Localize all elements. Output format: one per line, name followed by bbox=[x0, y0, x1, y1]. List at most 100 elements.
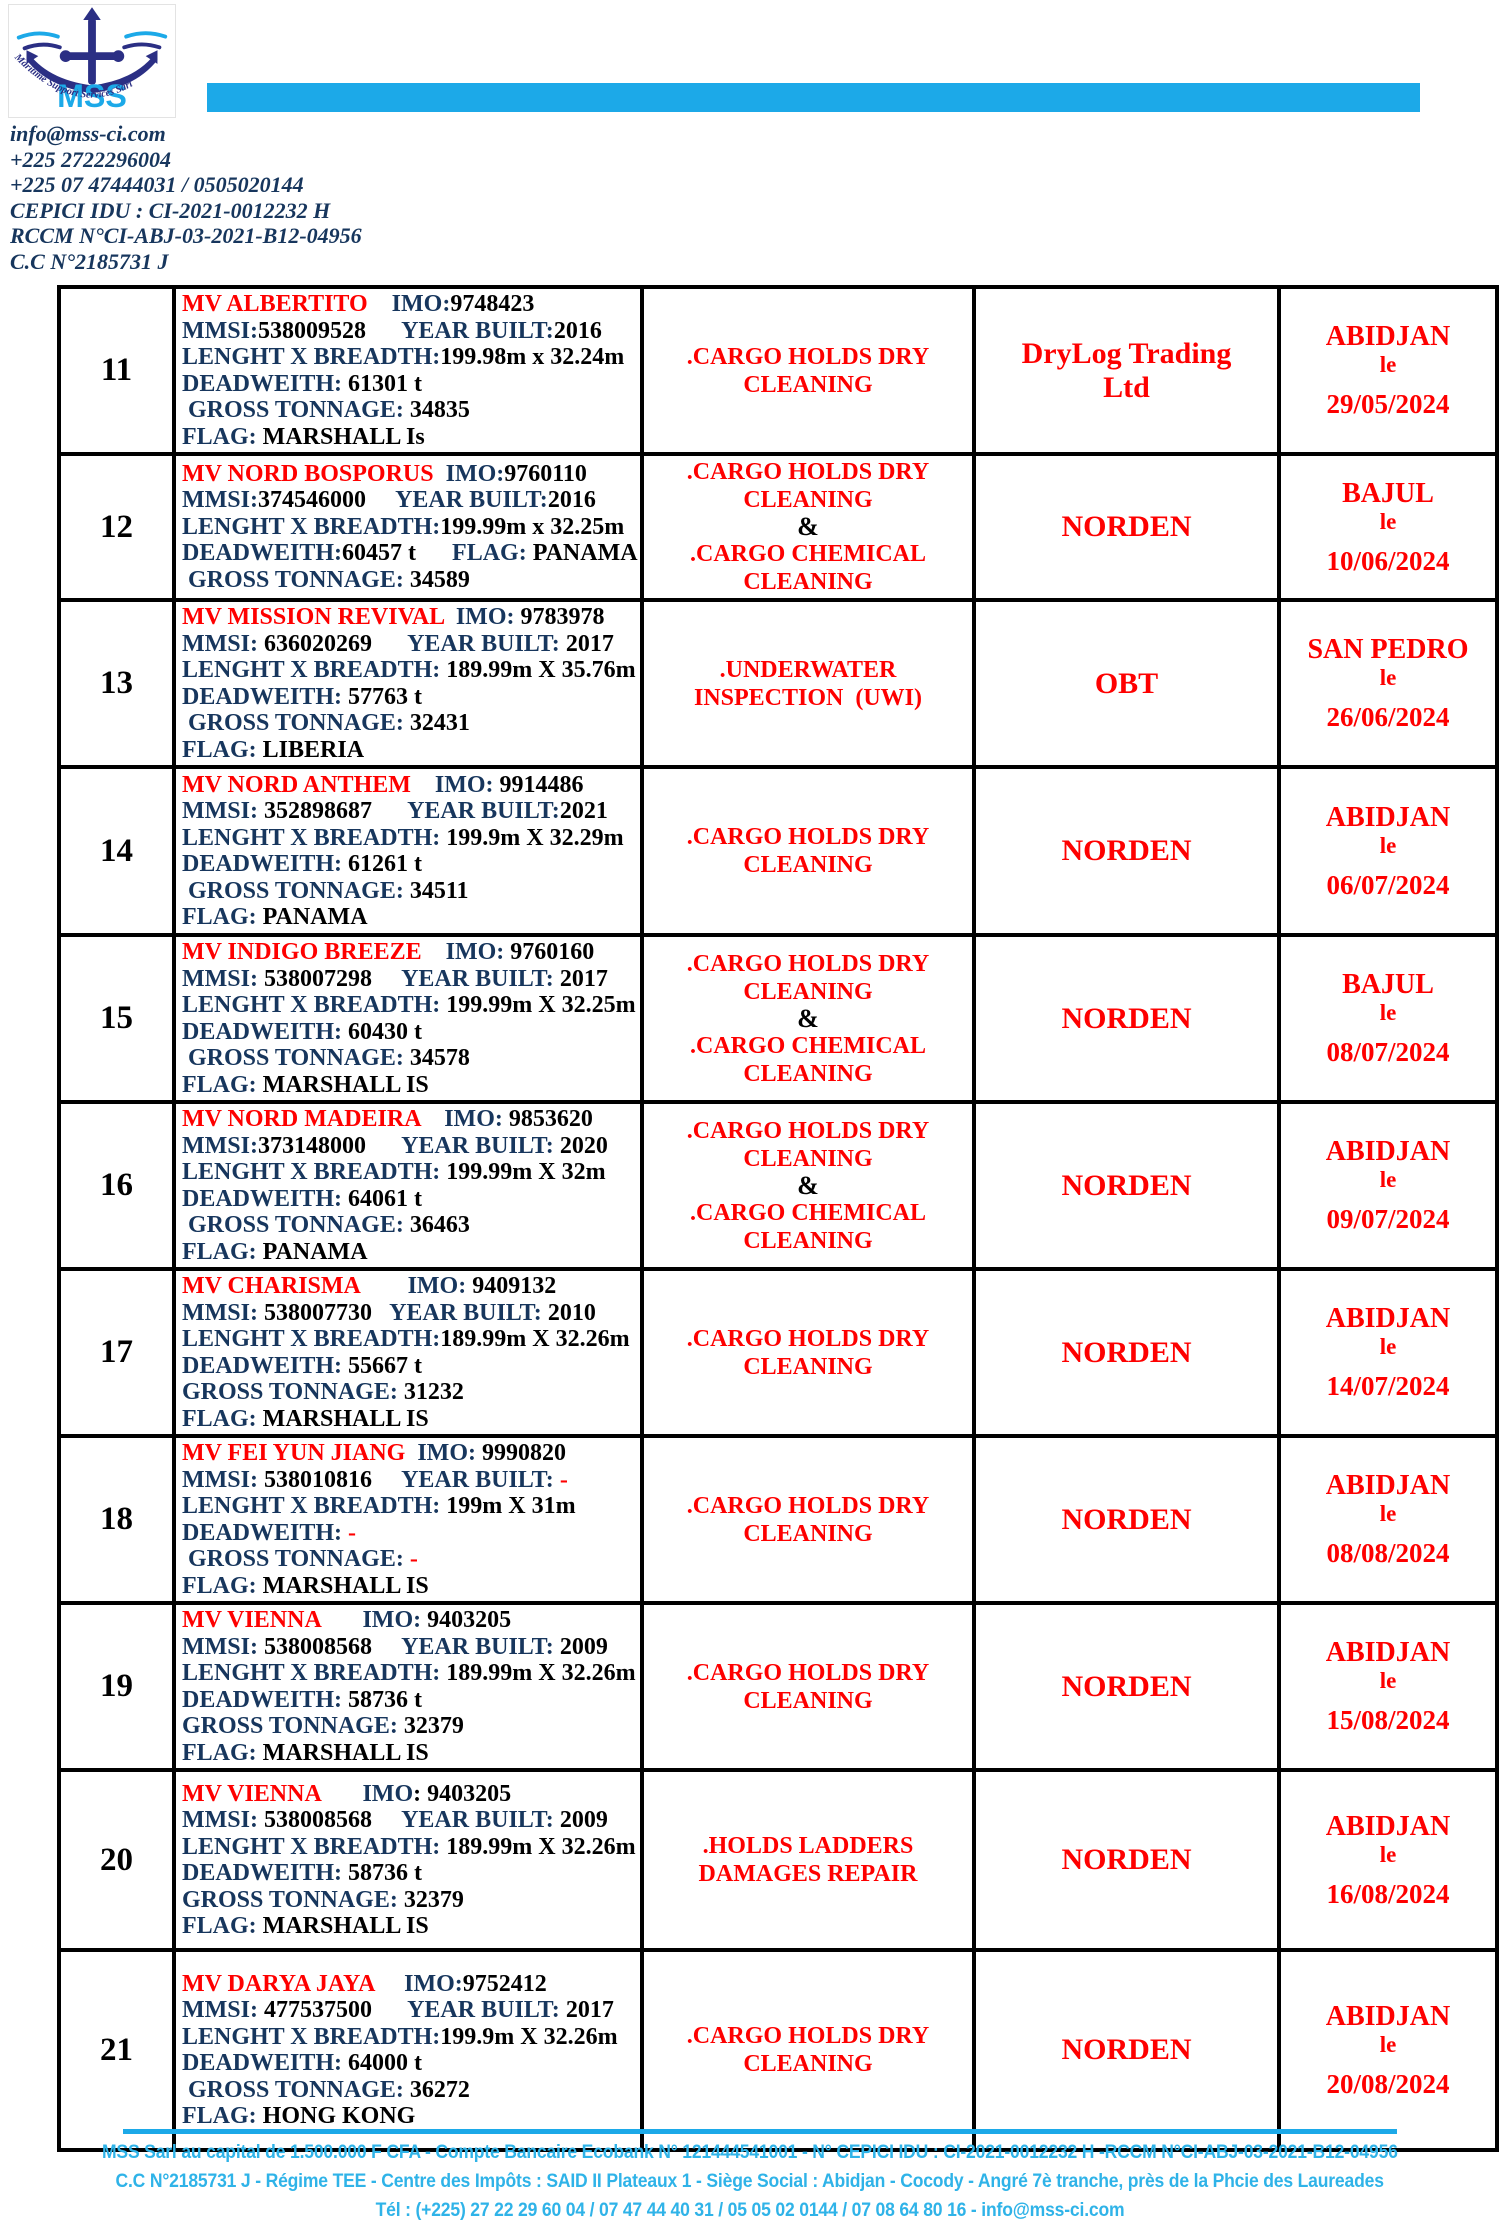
vessel-detail-line: DEADWEITH: 64061 t bbox=[182, 1185, 423, 1212]
vessel-detail-line: MMSI:538009528 YEAR BUILT:2016 bbox=[182, 317, 602, 344]
vessel-detail-line: MV ALBERTITO IMO:9748423 bbox=[182, 291, 535, 317]
place-city: SAN PEDRO bbox=[1307, 634, 1469, 665]
client-cell: NORDEN bbox=[972, 1601, 1281, 1772]
client-name: NORDEN bbox=[1061, 1502, 1192, 1536]
vessel-detail-line: FLAG: LIBERIA bbox=[182, 736, 365, 763]
vessel-detail-line: MV DARYA JAYA IMO:9752412 bbox=[182, 1970, 547, 1997]
vessel-details-cell: MV CHARISMA IMO: 9409132 MMSI: 538007730 … bbox=[172, 1267, 644, 1438]
vessel-detail-line: GROSS TONNAGE: 34589 bbox=[182, 566, 470, 593]
service-line: CLEANING bbox=[743, 2051, 873, 2077]
vessel-detail-line: FLAG: HONG KONG bbox=[182, 2103, 416, 2129]
client-name: NORDEN bbox=[1061, 1843, 1192, 1876]
vessel-details-cell: MV FEI YUN JIANG IMO: 9990820 MMSI: 53801… bbox=[172, 1434, 644, 1605]
place-date-cell: ABIDJAN le 14/07/2024 bbox=[1277, 1267, 1499, 1438]
service-line: CLEANING bbox=[743, 1353, 873, 1380]
vessel-detail-line: FLAG: MARSHALL IS bbox=[182, 1572, 429, 1599]
vessel-detail-line: MV CHARISMA IMO: 9409132 bbox=[182, 1273, 557, 1299]
row-number-cell: 16 bbox=[57, 1100, 176, 1271]
vessel-detail-line: GROSS TONNAGE: 32379 bbox=[182, 1713, 464, 1739]
vessel-detail-line: FLAG: PANAMA bbox=[182, 904, 368, 930]
client-name: NORDEN bbox=[1061, 1669, 1192, 1703]
place-date-cell: BAJUL le 08/07/2024 bbox=[1277, 933, 1499, 1104]
footer-rule bbox=[123, 2129, 1397, 2134]
service-line: DAMAGES REPAIR bbox=[698, 1861, 918, 1887]
table-row-11: 11 MV ALBERTITO IMO:9748423 MMSI:538009528… bbox=[57, 285, 1499, 456]
place-city: ABIDJAN bbox=[1325, 1637, 1451, 1668]
service-line: .CARGO HOLDS DRY bbox=[686, 1492, 930, 1519]
client-cell: NORDEN bbox=[972, 1267, 1281, 1438]
vessel-detail-line: MV MISSION REVIVAL IMO: 9783978 bbox=[182, 604, 605, 630]
vessel-detail-line: MMSI: 477537500 YEAR BUILT: 2017 bbox=[182, 1997, 614, 2023]
vessel-detail-line: LENGHT X BREADTH: 189.99m X 32.26m bbox=[182, 1833, 636, 1860]
place-le: le bbox=[1379, 1668, 1397, 1693]
vessel-detail-line: DEADWEITH: 57763 t bbox=[182, 683, 423, 710]
place-le: le bbox=[1379, 1334, 1397, 1359]
place-date: 29/05/2024 bbox=[1326, 389, 1450, 419]
service-line: .CARGO CHEMICAL bbox=[689, 541, 926, 567]
place-le: le bbox=[1379, 665, 1397, 690]
vessel-detail-line: MMSI: 538008568 YEAR BUILT: 2009 bbox=[182, 1633, 608, 1660]
contact-line: info@mss-ci.com bbox=[10, 121, 166, 146]
client-name: DryLog Trading bbox=[1021, 336, 1232, 370]
vessel-details-cell: MV NORD BOSPORUS IMO:9760110 MMSI:3745460… bbox=[172, 452, 644, 602]
vessel-detail-line: DEADWEITH: 64000 t bbox=[182, 2050, 423, 2076]
client-cell: NORDEN bbox=[972, 1434, 1281, 1605]
place-le: le bbox=[1379, 1167, 1397, 1192]
vessel-detail-line: GROSS TONNAGE: 36272 bbox=[182, 2076, 470, 2103]
row-number-cell: 13 bbox=[57, 598, 176, 769]
vessel-detail-line: GROSS TONNAGE: 34835 bbox=[182, 397, 470, 423]
place-city: ABIDJAN bbox=[1325, 801, 1451, 833]
place-date-cell: BAJUL le 10/06/2024 bbox=[1277, 452, 1499, 602]
row-number-cell: 12 bbox=[57, 452, 176, 602]
vessel-details-cell: MV INDIGO BREEZE IMO: 9760160 MMSI: 53800… bbox=[172, 933, 644, 1104]
place-le: le bbox=[1379, 352, 1397, 377]
table-row-20: 20 MV VIENNA IMO: 9403205 MMSI: 538008568 … bbox=[57, 1768, 1499, 1952]
vessel-detail-line: LENGHT X BREADTH: 189.99m X 32.26m bbox=[182, 1660, 636, 1686]
place-date: 06/07/2024 bbox=[1326, 869, 1450, 900]
vessel-detail-line: FLAG: MARSHALL IS bbox=[182, 1405, 429, 1432]
vessel-detail-line: LENGHT X BREADTH: 199.99m X 32.25m bbox=[182, 992, 636, 1018]
place-city: ABIDJAN bbox=[1325, 1303, 1451, 1334]
client-cell: OBT bbox=[972, 598, 1281, 769]
place-city: ABIDJAN bbox=[1325, 2000, 1451, 2032]
vessel-detail-line: FLAG: MARSHALL IS bbox=[182, 1739, 429, 1766]
client-cell: NORDEN bbox=[972, 452, 1281, 602]
vessel-detail-line: FLAG: PANAMA bbox=[182, 1238, 368, 1265]
footer-line: Tél : (+225) 27 22 29 60 04 / 07 47 44 4… bbox=[375, 2199, 1125, 2221]
client-name: NORDEN bbox=[1061, 1001, 1192, 1035]
vessels-table: 11 MV ALBERTITO IMO:9748423 MMSI:538009528… bbox=[57, 285, 1499, 2152]
place-city: ABIDJAN bbox=[1325, 321, 1451, 352]
vessel-detail-line: MMSI: 538007730 YEAR BUILT: 2010 bbox=[182, 1299, 596, 1326]
contact-line: C.C N°2185731 J bbox=[10, 248, 169, 274]
service-line: INSPECTION (UWI) bbox=[693, 684, 923, 711]
vessel-detail-line: FLAG: MARSHALL IS bbox=[182, 1071, 429, 1098]
vessel-detail-line: MMSI:374546000 YEAR BUILT:2016 bbox=[182, 487, 596, 514]
vessel-details-cell: MV ALBERTITO IMO:9748423 MMSI:538009528 Y… bbox=[172, 285, 644, 456]
place-city: ABIDJAN bbox=[1325, 1136, 1451, 1167]
vessel-detail-line: GROSS TONNAGE: 34578 bbox=[182, 1045, 470, 1071]
row-number-cell: 14 bbox=[57, 765, 176, 937]
mss-logo: MSS Maritime Support Services Sarl bbox=[8, 4, 176, 118]
service-line: .CARGO HOLDS DRY bbox=[686, 459, 930, 485]
vessel-detail-line: FLAG: MARSHALL IS bbox=[182, 1913, 429, 1939]
place-city: BAJUL bbox=[1342, 969, 1434, 1000]
service-line: & bbox=[797, 1170, 819, 1200]
client-name: NORDEN bbox=[1061, 510, 1192, 543]
place-le: le bbox=[1379, 832, 1397, 858]
table-row-14: 14 MV NORD ANTHEM IMO: 9914486 MMSI: 35289… bbox=[57, 765, 1499, 937]
place-date-cell: ABIDJAN le 09/07/2024 bbox=[1277, 1100, 1499, 1271]
services-cell: .HOLDS LADDERS DAMAGES REPAIR bbox=[640, 1768, 976, 1952]
service-line: CLEANING bbox=[743, 371, 873, 398]
client-cell: NORDEN bbox=[972, 1948, 1281, 2152]
vessel-detail-line: MV NORD BOSPORUS IMO:9760110 bbox=[182, 460, 587, 487]
table-row-21: 21 MV DARYA JAYA IMO:9752412 MMSI: 4775375… bbox=[57, 1948, 1499, 2152]
place-date: 15/08/2024 bbox=[1326, 1705, 1450, 1735]
anchor-icon: MSS Maritime Support Services Sarl bbox=[11, 7, 168, 114]
vessel-detail-line: LENGHT X BREADTH: 199.9m X 32.29m bbox=[182, 824, 624, 851]
place-le: le bbox=[1379, 2031, 1397, 2057]
service-line: .CARGO HOLDS DRY bbox=[686, 824, 930, 850]
table-row-18: 18 MV FEI YUN JIANG IMO: 9990820 MMSI: 538… bbox=[57, 1434, 1499, 1605]
client-name: Ltd bbox=[1103, 370, 1150, 404]
service-line: .CARGO HOLDS DRY bbox=[686, 1659, 930, 1686]
contact-line: +225 07 47444031 / 0505020144 bbox=[10, 172, 304, 197]
